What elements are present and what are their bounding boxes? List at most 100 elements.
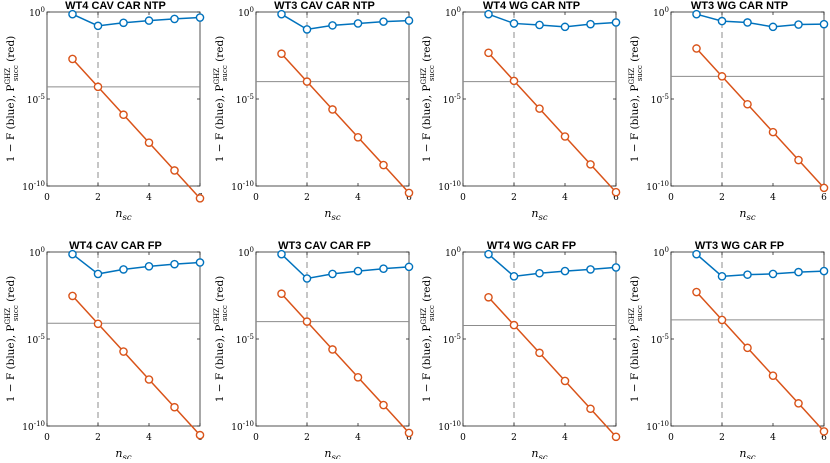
fidelity-point [195, 13, 205, 22]
x-tick-label: 2 [511, 433, 517, 443]
success-prob-line [280, 293, 410, 434]
success-prob-point [302, 317, 312, 326]
x-tick-label: 6 [406, 193, 412, 203]
fidelity-point [277, 249, 286, 259]
y-tick-label: 10-10 [231, 180, 254, 193]
y-tick-label: 10-5 [651, 333, 669, 346]
subplot-title: WT3 CAV CAR NTP [274, 0, 375, 12]
fidelity-point [302, 274, 312, 283]
success-prob-point [586, 404, 595, 414]
y-tick-label: 10-10 [646, 180, 669, 193]
y-tick-label: 10-10 [231, 420, 254, 433]
success-prob-point [692, 287, 701, 297]
subplot-title: WT3 WG CAR NTP [691, 0, 788, 12]
success-prob-point [743, 343, 752, 353]
fidelity-point [586, 265, 595, 274]
y-tick-label: 100 [653, 6, 669, 19]
success-prob-point [379, 160, 388, 170]
success-prob-point [484, 292, 493, 302]
success-prob-line [487, 52, 617, 193]
y-axis-label: 1 − F (blue), PGHZsucc (red) [420, 36, 436, 163]
fidelity-point [535, 268, 544, 278]
success-prob-point [484, 48, 493, 58]
y-tick-label: 100 [445, 246, 461, 259]
x-tick-label: 4 [355, 433, 361, 443]
success-prob-point [195, 194, 205, 203]
fidelity-point [768, 22, 778, 32]
fidelity-point [119, 18, 128, 28]
y-tick-label: 100 [29, 6, 45, 19]
x-tick-label: 2 [304, 433, 310, 443]
success-prob-point [560, 132, 570, 141]
fidelity-point [794, 267, 803, 277]
fidelity-point [195, 258, 205, 267]
x-tick-label: 0 [253, 193, 259, 203]
success-prob-point [144, 138, 154, 147]
success-prob-point [170, 402, 179, 412]
subplot: 0 2 4 6 100 10-5 10-10 WT3 CAV CAR FP nsc 1 − F (… [213, 240, 414, 463]
fidelity-point [819, 19, 829, 29]
success-prob-point [819, 427, 829, 436]
success-prob-point [93, 82, 103, 92]
subplot: 0 2 4 6 100 10-5 10-10 WT3 CAV CAR NTP nsc 1 − F … [213, 0, 414, 223]
success-prob-point [68, 54, 77, 64]
fidelity-point [170, 14, 179, 24]
x-axis-label: nsc [739, 447, 755, 459]
success-prob-point [717, 315, 727, 325]
success-prob-point [119, 110, 128, 120]
fidelity-point [560, 22, 570, 32]
y-tick-label: 10-10 [22, 420, 45, 433]
fidelity-point [819, 266, 829, 276]
subplot: 0 2 4 6 100 10-5 10-10 WT3 WG CAR NTP nsc 1 − F (… [628, 0, 829, 223]
x-axis-label: nsc [115, 447, 131, 459]
fidelity-point [353, 266, 363, 276]
subplot-title: WT4 CAV CAR FP [69, 240, 162, 252]
fidelity-point [717, 16, 727, 26]
success-prob-line [487, 296, 617, 438]
success-prob-point [353, 132, 363, 142]
success-prob-point [743, 99, 752, 109]
fidelity-point [509, 19, 519, 28]
x-tick-label: 2 [304, 193, 310, 203]
x-tick-label: 4 [770, 193, 776, 203]
success-prob-point [328, 345, 337, 354]
y-tick-label: 100 [238, 6, 254, 19]
success-prob-point [144, 375, 154, 384]
y-tick-label: 10-10 [438, 180, 461, 193]
fidelity-point [93, 269, 103, 279]
x-tick-label: 0 [44, 193, 50, 203]
y-tick-label: 100 [653, 246, 669, 259]
success-prob-point [509, 76, 519, 86]
x-tick-label: 0 [668, 193, 674, 203]
success-prob-line [280, 53, 410, 194]
fidelity-point [484, 9, 493, 19]
success-prob-point [509, 320, 519, 330]
fidelity-point [379, 264, 388, 273]
x-tick-label: 6 [613, 193, 619, 203]
success-prob-line [695, 47, 825, 189]
x-tick-label: 4 [146, 193, 152, 203]
success-prob-point [768, 371, 778, 380]
success-prob-point [328, 105, 337, 114]
x-axis-label: nsc [324, 207, 340, 223]
y-tick-label: 10-5 [443, 333, 461, 346]
fidelity-point [328, 269, 337, 279]
y-tick-label: 10-10 [438, 420, 461, 433]
fidelity-line [72, 253, 201, 275]
fidelity-line [72, 13, 201, 27]
x-tick-label: 0 [460, 433, 466, 443]
y-tick-label: 10-5 [27, 93, 45, 106]
success-prob-point [586, 160, 595, 169]
success-prob-point [794, 155, 803, 165]
x-tick-label: 4 [770, 433, 776, 443]
plot-area [462, 251, 617, 427]
success-prob-point [68, 291, 77, 301]
fidelity-point [170, 259, 179, 269]
subplot: 0 2 4 6 100 10-5 10-10 WT3 WG CAR FP nsc 1 − F (b… [628, 240, 829, 463]
y-axis-label: 1 − F (blue), PGHZsucc (red) [4, 276, 20, 403]
fidelity-point [404, 16, 414, 25]
x-axis-label: nsc [531, 207, 547, 223]
success-prob-point [93, 319, 103, 329]
